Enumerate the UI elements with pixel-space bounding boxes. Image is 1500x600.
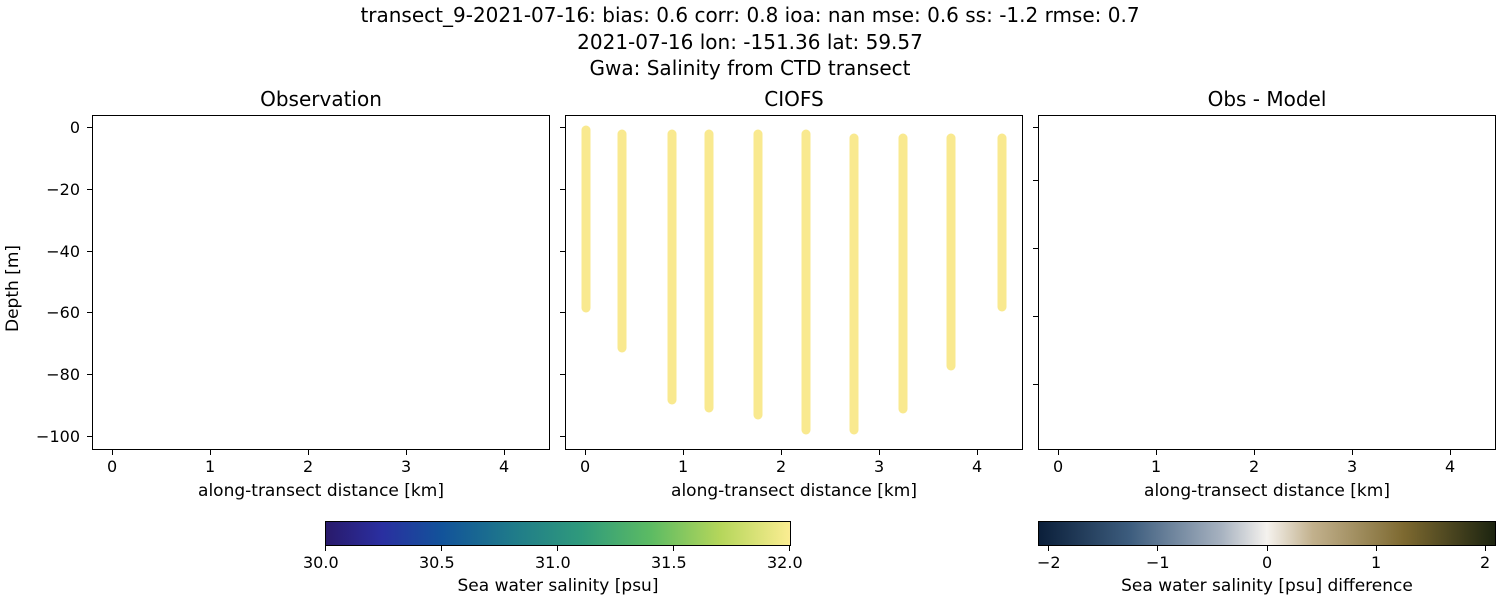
cbar-tick-minus2: −2 bbox=[1037, 553, 1061, 572]
ciofs-scatter bbox=[581, 125, 1007, 435]
x-tick-1: 1 bbox=[205, 457, 216, 476]
x-tick-0: 0 bbox=[1053, 457, 1064, 476]
cbar-tick-31-5: 31.5 bbox=[651, 553, 687, 572]
y-tick-mark bbox=[1033, 127, 1038, 128]
panel-title-ciofs: CIOFS bbox=[764, 87, 824, 111]
salinity-colorbar bbox=[325, 521, 791, 546]
x-tick-mark bbox=[977, 450, 978, 455]
y-tick-mark bbox=[87, 189, 92, 190]
cbar-tick-mark bbox=[1376, 546, 1377, 551]
y-tick-mark bbox=[560, 312, 565, 313]
plot-observation bbox=[92, 115, 550, 450]
cbar-tick-mark bbox=[673, 546, 674, 551]
figure-title-stats: transect_9-2021-07-16: bias: 0.6 corr: 0… bbox=[360, 3, 1140, 27]
x-tick-mark bbox=[504, 450, 505, 455]
plot-ciofs bbox=[565, 115, 1023, 450]
cbar-tick-2: 2 bbox=[1480, 553, 1491, 572]
y-tick-mark bbox=[87, 374, 92, 375]
x-tick-mark bbox=[1254, 450, 1255, 455]
cbar-tick-mark bbox=[1485, 546, 1486, 551]
y-tick-minus80: −80 bbox=[46, 365, 80, 384]
cbar-tick-0: 0 bbox=[1262, 553, 1273, 572]
x-tick-mark bbox=[112, 450, 113, 455]
x-tick-2: 2 bbox=[776, 457, 787, 476]
x-axis-label-ciofs: along-transect distance [km] bbox=[671, 481, 917, 501]
x-tick-mark bbox=[1450, 450, 1451, 455]
cbar-tick-mark bbox=[1048, 546, 1049, 551]
y-tick-minus40: −40 bbox=[46, 242, 80, 261]
cbar-tick-32-0: 32.0 bbox=[767, 553, 803, 572]
x-tick-4: 4 bbox=[499, 457, 510, 476]
x-tick-mark bbox=[1156, 450, 1157, 455]
x-tick-4: 4 bbox=[1445, 457, 1456, 476]
salinity-colorbar-label: Sea water salinity [psu] bbox=[457, 576, 659, 596]
cbar-tick-mark bbox=[1157, 546, 1158, 551]
y-tick-minus60: −60 bbox=[46, 303, 80, 322]
y-tick-mark bbox=[1033, 384, 1038, 385]
x-axis-label-diff: along-transect distance [km] bbox=[1144, 481, 1390, 501]
cbar-tick-30-5: 30.5 bbox=[419, 553, 455, 572]
cbar-tick-31-0: 31.0 bbox=[535, 553, 571, 572]
y-tick-mark bbox=[1033, 316, 1038, 317]
x-tick-1: 1 bbox=[678, 457, 689, 476]
x-tick-1: 1 bbox=[1151, 457, 1162, 476]
x-tick-0: 0 bbox=[580, 457, 591, 476]
y-tick-0: 0 bbox=[69, 118, 80, 137]
y-tick-mark bbox=[560, 374, 565, 375]
y-tick-mark bbox=[87, 312, 92, 313]
x-tick-mark bbox=[781, 450, 782, 455]
y-axis-label: Depth [m] bbox=[3, 244, 23, 332]
plot-obs-minus-model bbox=[1038, 115, 1496, 450]
difference-colorbar-label: Sea water salinity [psu] difference bbox=[1121, 576, 1413, 596]
panel-title-obs-minus-model: Obs - Model bbox=[1207, 87, 1327, 111]
y-tick-mark bbox=[87, 436, 92, 437]
cbar-tick-mark bbox=[325, 546, 326, 551]
y-tick-mark bbox=[87, 127, 92, 128]
y-tick-mark bbox=[1033, 248, 1038, 249]
cbar-tick-minus1: −1 bbox=[1146, 553, 1170, 572]
cbar-tick-30-0: 30.0 bbox=[303, 553, 339, 572]
difference-scatter bbox=[1054, 116, 1480, 449]
x-axis-label-observation: along-transect distance [km] bbox=[198, 481, 444, 501]
x-tick-3: 3 bbox=[874, 457, 885, 476]
x-tick-mark bbox=[210, 450, 211, 455]
x-tick-3: 3 bbox=[1347, 457, 1358, 476]
x-tick-3: 3 bbox=[401, 457, 412, 476]
x-tick-mark bbox=[308, 450, 309, 455]
x-tick-4: 4 bbox=[972, 457, 983, 476]
y-tick-mark bbox=[560, 127, 565, 128]
x-tick-2: 2 bbox=[303, 457, 314, 476]
figure-title-dataset: Gwa: Salinity from CTD transect bbox=[589, 56, 911, 80]
y-tick-mark bbox=[560, 436, 565, 437]
x-tick-mark bbox=[585, 450, 586, 455]
observation-scatter bbox=[108, 126, 534, 439]
x-tick-mark bbox=[879, 450, 880, 455]
y-tick-mark bbox=[560, 251, 565, 252]
x-tick-2: 2 bbox=[1249, 457, 1260, 476]
cbar-tick-mark bbox=[789, 546, 790, 551]
x-tick-mark bbox=[406, 450, 407, 455]
y-tick-minus100: −100 bbox=[36, 427, 80, 446]
y-tick-minus20: −20 bbox=[46, 180, 80, 199]
cbar-tick-mark bbox=[557, 546, 558, 551]
cbar-tick-1: 1 bbox=[1371, 553, 1382, 572]
cbar-tick-mark bbox=[1267, 546, 1268, 551]
difference-colorbar bbox=[1038, 521, 1496, 546]
y-tick-mark bbox=[1033, 180, 1038, 181]
cbar-tick-mark bbox=[441, 546, 442, 551]
figure-title-location: 2021-07-16 lon: -151.36 lat: 59.57 bbox=[577, 30, 923, 54]
x-tick-mark bbox=[683, 450, 684, 455]
x-tick-mark bbox=[1352, 450, 1353, 455]
x-tick-0: 0 bbox=[107, 457, 118, 476]
y-tick-mark bbox=[560, 189, 565, 190]
x-tick-mark bbox=[1058, 450, 1059, 455]
y-tick-mark bbox=[87, 251, 92, 252]
panel-title-observation: Observation bbox=[260, 87, 382, 111]
